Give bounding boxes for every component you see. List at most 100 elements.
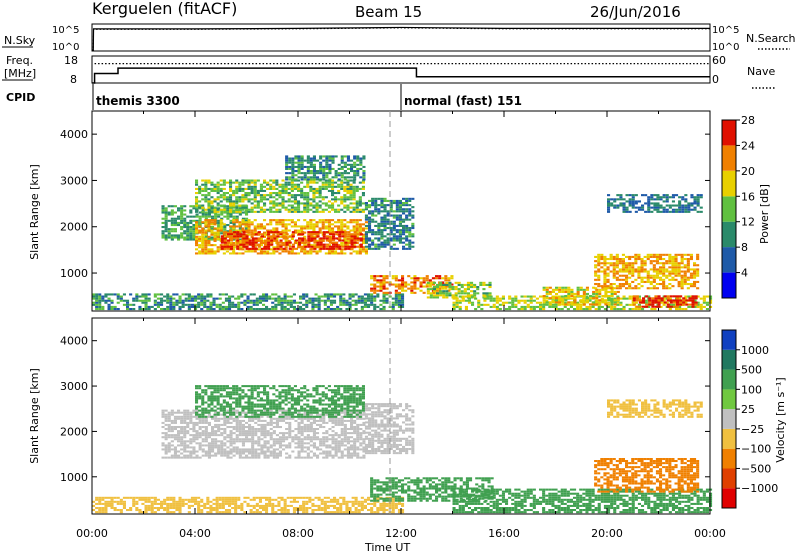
heatmap-cell xyxy=(240,507,244,510)
heatmap-cell xyxy=(257,233,261,236)
heatmap-cell xyxy=(312,235,316,238)
heatmap-cell xyxy=(362,157,366,160)
heatmap-cell xyxy=(302,504,306,507)
heatmap-cell xyxy=(355,229,359,232)
heatmap-cell xyxy=(207,198,211,201)
heatmap-cell xyxy=(360,297,364,300)
heatmap-cell xyxy=(401,502,405,505)
heatmap-cell xyxy=(183,448,187,451)
heatmap-cell xyxy=(429,281,433,284)
heatmap-cell xyxy=(637,270,641,273)
heatmap-cell xyxy=(213,239,217,242)
heatmap-cell xyxy=(336,308,340,311)
heatmap-cell xyxy=(696,264,700,267)
heatmap-cell xyxy=(325,239,329,242)
heatmap-cell xyxy=(186,430,190,433)
heatmap-cell xyxy=(637,266,641,269)
heatmap-cell xyxy=(291,233,295,236)
heatmap-cell xyxy=(192,228,196,231)
heatmap-cell xyxy=(647,200,651,203)
heatmap-cell xyxy=(603,301,607,304)
heatmap-cell xyxy=(238,252,242,255)
heatmap-cell xyxy=(331,206,335,209)
heatmap-cell xyxy=(645,303,649,306)
heatmap-cell xyxy=(272,206,276,209)
heatmap-cell xyxy=(177,426,181,429)
heatmap-cell xyxy=(229,252,233,255)
heatmap-cell xyxy=(122,496,126,499)
heatmap-cell xyxy=(180,234,184,237)
heatmap-cell xyxy=(243,500,247,503)
heatmap-cell xyxy=(687,204,691,207)
heatmap-cell xyxy=(263,189,267,192)
heatmap-cell xyxy=(283,509,287,512)
heatmap-cell xyxy=(190,299,194,302)
heatmap-cell xyxy=(186,450,190,453)
heatmap-cell xyxy=(669,295,673,298)
heatmap-cell xyxy=(217,213,221,216)
heatmap-cell xyxy=(413,285,417,288)
heatmap-cell xyxy=(382,293,386,296)
heatmap-cell xyxy=(259,198,263,201)
heatmap-cell xyxy=(318,231,322,234)
heatmap-cell xyxy=(290,225,294,228)
heatmap-cell xyxy=(317,509,321,512)
heatmap-cell xyxy=(333,299,337,302)
heatmap-cell xyxy=(294,174,298,177)
heatmap-cell xyxy=(379,308,383,311)
heatmap-cell xyxy=(92,303,96,306)
heatmap-cell xyxy=(671,276,675,279)
heatmap-cell xyxy=(529,305,533,308)
heatmap-cell xyxy=(655,270,659,273)
heatmap-cell xyxy=(316,176,320,179)
heatmap-cell xyxy=(268,496,272,499)
heatmap-cell xyxy=(646,253,650,256)
heatmap-cell xyxy=(392,222,396,225)
heatmap-cell xyxy=(641,208,645,211)
heatmap-cell xyxy=(177,207,181,210)
heatmap-cell xyxy=(352,229,356,232)
heatmap-cell xyxy=(686,253,690,256)
heatmap-cell xyxy=(181,301,185,304)
heatmap-cell xyxy=(210,248,214,251)
heatmap-cell xyxy=(262,509,266,512)
heatmap-cell xyxy=(338,239,342,242)
heatmap-cell xyxy=(292,500,296,503)
heatmap-cell xyxy=(215,511,219,514)
heatmap-cell xyxy=(235,181,239,184)
heatmap-cell xyxy=(439,281,443,284)
heatmap-cell xyxy=(287,239,291,242)
heatmap-cell xyxy=(272,202,276,205)
heatmap-cell xyxy=(392,233,396,236)
heatmap-cell xyxy=(656,194,660,197)
heatmap-cell xyxy=(299,295,303,298)
heatmap-cell xyxy=(266,198,270,201)
heatmap-cell xyxy=(234,498,238,501)
heatmap-cell xyxy=(364,204,368,207)
heatmap-cell xyxy=(313,241,317,244)
heatmap-cell xyxy=(198,446,202,449)
heatmap-cell xyxy=(557,308,561,311)
heatmap-cell xyxy=(389,206,393,209)
heatmap-cell xyxy=(195,244,199,247)
heatmap-cell xyxy=(597,308,601,311)
heatmap-cell xyxy=(192,232,196,235)
heatmap-cell xyxy=(306,204,310,207)
heatmap-cell xyxy=(231,496,235,499)
heatmap-cell xyxy=(221,498,225,501)
heatmap-cell xyxy=(300,157,304,160)
heatmap-cell xyxy=(665,208,669,211)
heatmap-cell xyxy=(640,266,644,269)
heatmap-cell xyxy=(345,500,349,503)
heatmap-cell xyxy=(161,217,165,220)
heatmap-cell xyxy=(603,287,607,290)
heatmap-cell xyxy=(353,163,357,166)
heatmap-cell xyxy=(622,198,626,201)
heatmap-cell xyxy=(607,202,611,205)
heatmap-cell xyxy=(107,308,111,311)
heatmap-cell xyxy=(187,500,191,503)
heatmap-cell xyxy=(256,252,260,255)
heatmap-cell xyxy=(383,229,387,232)
heatmap-cell xyxy=(210,229,214,232)
heatmap-cell xyxy=(269,221,273,224)
